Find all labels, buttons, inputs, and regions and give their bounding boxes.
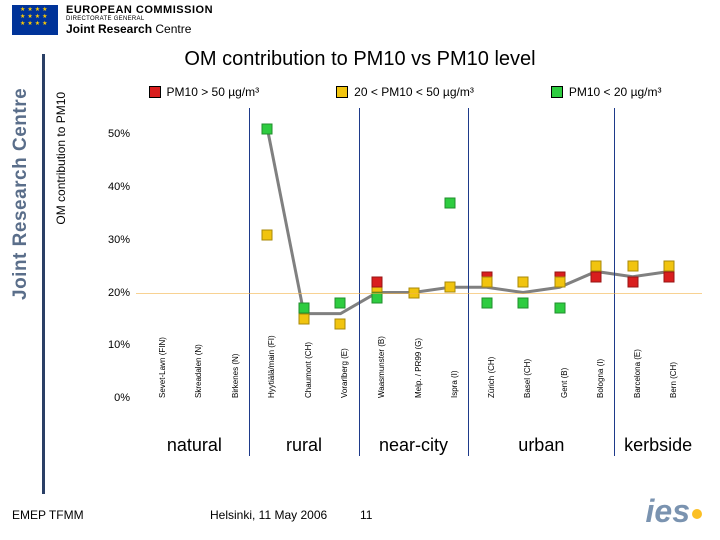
legend: PM10 > 50 µg/m³ 20 < PM10 < 50 µg/m³ PM10 … (110, 80, 700, 104)
legend-item: PM10 > 50 µg/m³ (149, 85, 260, 99)
footer-page-num: 11 (360, 508, 372, 522)
data-marker (298, 303, 309, 314)
legend-label: 20 < PM10 < 50 µg/m³ (354, 85, 474, 99)
y-tick-label: 50% (94, 128, 130, 140)
data-marker (372, 277, 383, 288)
footer-mid: Helsinki, 11 May 2006 (210, 508, 327, 522)
x-tick-label: Barcelona (E) (633, 349, 637, 398)
header-text: EUROPEAN COMMISSION DIRECTORATE GENERAL … (66, 4, 213, 36)
x-tick-label: Bern (CH) (669, 362, 673, 398)
data-marker (591, 261, 602, 272)
data-marker (591, 271, 602, 282)
x-tick-label: Skreadalen (N) (194, 344, 198, 398)
data-marker (664, 261, 675, 272)
data-marker (518, 277, 529, 288)
category-label: near-city (379, 435, 448, 456)
ies-dot-icon (692, 509, 702, 519)
x-tick-label: Waasmunster (B) (377, 336, 381, 398)
category-separator (468, 108, 469, 456)
data-marker (262, 124, 273, 135)
data-marker (335, 319, 346, 330)
legend-label: PM10 < 20 µg/m³ (569, 85, 662, 99)
data-marker (518, 298, 529, 309)
data-marker (481, 277, 492, 288)
data-marker (554, 277, 565, 288)
legend-swatch-icon (336, 86, 348, 98)
y-tick-label: 10% (94, 339, 130, 351)
x-tick-label: Sevet-Lavn (FIN) (158, 337, 162, 398)
gridline (136, 293, 702, 294)
category-separator (359, 108, 360, 456)
legend-swatch-icon (149, 86, 161, 98)
data-marker (445, 197, 456, 208)
x-tick-label: Melp. / PR99 (G) (414, 338, 418, 398)
data-marker (554, 303, 565, 314)
data-marker (664, 271, 675, 282)
category-separator (249, 108, 250, 456)
sidebar-divider (42, 54, 45, 494)
category-separator (614, 108, 615, 456)
ies-logo: ies (646, 493, 702, 530)
data-marker (627, 277, 638, 288)
category-label: urban (518, 435, 564, 456)
footer-left: EMEP TFMM (12, 508, 84, 522)
x-tick-label: Hyytiälä/main (FI) (267, 335, 271, 398)
data-marker (298, 313, 309, 324)
x-tick-label: Gent (B) (560, 368, 564, 398)
x-tick-label: Birkenes (N) (231, 354, 235, 398)
y-tick-label: 20% (94, 287, 130, 299)
x-tick-label: Vorarlberg (E) (340, 348, 344, 398)
data-marker (335, 298, 346, 309)
x-tick-label: Bologna (I) (596, 359, 600, 398)
y-tick-label: 30% (94, 234, 130, 246)
jrc-line: Joint Research Centre (66, 23, 213, 36)
category-label: natural (167, 435, 222, 456)
data-marker (445, 282, 456, 293)
y-axis-label: OM contribution to PM10 (54, 91, 68, 224)
data-marker (481, 298, 492, 309)
legend-item: PM10 < 20 µg/m³ (551, 85, 662, 99)
category-label: kerbside (624, 435, 692, 456)
legend-item: 20 < PM10 < 50 µg/m³ (336, 85, 474, 99)
plot-area: Sevet-Lavn (FIN) Skreadalen (N) Birkenes (… (136, 108, 702, 398)
legend-swatch-icon (551, 86, 563, 98)
chart-area: OM contribution to PM10 Sevet-Lavn (FIN)… (64, 108, 702, 440)
data-marker (262, 229, 273, 240)
legend-label: PM10 > 50 µg/m³ (167, 85, 260, 99)
sidebar-text: Joint Research Centre (10, 88, 32, 300)
x-tick-label: Ispra (I) (450, 370, 454, 398)
x-tick-label: Chaumont (CH) (304, 342, 308, 398)
y-tick-label: 0% (94, 392, 130, 404)
ec-line: EUROPEAN COMMISSION (66, 4, 213, 16)
data-marker (372, 292, 383, 303)
header-logo-block: EUROPEAN COMMISSION DIRECTORATE GENERAL … (12, 4, 213, 36)
y-tick-label: 40% (94, 181, 130, 193)
chart-title: OM contribution to PM10 vs PM10 level (0, 48, 720, 71)
x-tick-label: Basel (CH) (523, 359, 527, 398)
category-label: rural (286, 435, 322, 456)
eu-flag-icon (12, 5, 58, 35)
x-tick-label: Zürich (CH) (487, 357, 491, 398)
data-marker (627, 261, 638, 272)
